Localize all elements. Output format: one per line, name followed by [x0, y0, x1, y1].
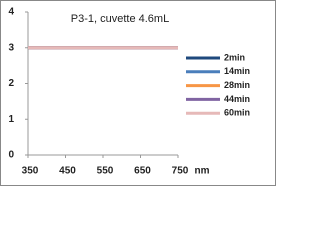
- legend-label: 2min: [224, 52, 245, 62]
- x-tick-label: 450: [59, 166, 76, 177]
- x-tick-label: 750: [172, 166, 189, 177]
- page: P3-1, cuvette 4.6mL nm 0 1 2 3 4 350 450 550 650…: [0, 0, 276, 186]
- y-tick-label: 3: [8, 42, 14, 53]
- legend-label: 14min: [224, 66, 250, 76]
- y-tick-label: 4: [8, 7, 14, 18]
- y-tick-label: 2: [8, 78, 14, 89]
- y-tick-label: 1: [8, 114, 14, 125]
- y-tick-label: 0: [8, 150, 14, 161]
- x-tick-label: 550: [97, 166, 114, 177]
- legend-label: 28min: [224, 80, 250, 90]
- chart-title: P3-1, cuvette 4.6mL: [71, 13, 169, 25]
- chart: P3-1, cuvette 4.6mL nm 0 1 2 3 4 350 450 550 650…: [0, 0, 276, 186]
- legend-label: 60min: [224, 108, 250, 118]
- x-tick-label: 350: [22, 166, 39, 177]
- x-axis-label: nm: [195, 166, 210, 177]
- legend-label: 44min: [224, 94, 250, 104]
- x-tick-label: 650: [134, 166, 151, 177]
